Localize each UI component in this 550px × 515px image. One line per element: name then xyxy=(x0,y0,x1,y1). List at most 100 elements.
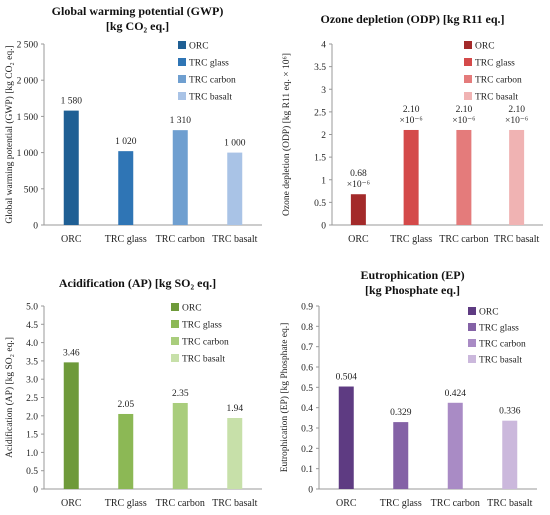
legend-swatch xyxy=(178,75,186,83)
x-tick-label: TRC carbon xyxy=(156,498,205,509)
bar-orc xyxy=(63,110,79,225)
chart-title-line1: Eutrophication (EP) xyxy=(360,268,465,282)
y-tick-label: 3 xyxy=(321,86,326,96)
data-label: ×10⁻⁶ xyxy=(400,116,423,126)
chart-odp: Ozone depletion (ODP) [kg R11 eq.] 0 0.5 1… xyxy=(275,0,550,255)
y-tick-label: 0 xyxy=(321,222,326,232)
y-tick-label: 0.6 xyxy=(301,364,313,374)
chart-title-line1: Acidification (AP) [kg SO₂ eq.] xyxy=(58,276,217,290)
x-tick-label: TRC basalt xyxy=(212,498,257,509)
y-axis-label: Acidification (AP) [kg SO₂ eq.] xyxy=(4,337,15,458)
y-tick-label: 2.5 xyxy=(26,394,38,404)
x-tick-label: ORC xyxy=(336,498,357,509)
data-label: 3.46 xyxy=(63,348,80,358)
chart-title: Global warming potential (GWP) [kg CO₂ e… xyxy=(0,4,275,34)
y-tick-label: 1.0 xyxy=(26,449,38,459)
legend-label: TRC glass xyxy=(479,324,519,334)
legend-label: ORC xyxy=(475,42,495,52)
data-label: 2.10 xyxy=(456,105,473,115)
legend-swatch xyxy=(464,92,472,100)
y-axis-label: Eutrophication (EP) [kg Phosphate eq.] xyxy=(279,323,290,473)
legend-swatch xyxy=(468,355,476,363)
data-label: 0.68 xyxy=(350,169,367,179)
chart-gwp: Global warming potential (GWP) [kg CO₂ e… xyxy=(0,0,275,255)
chart-title-line1: Global warming potential (GWP) xyxy=(51,4,224,18)
legend-label: TRC basalt xyxy=(189,93,232,103)
y-tick-label: 500 xyxy=(24,185,39,195)
legend-swatch xyxy=(468,339,476,347)
y-tick-label: 2.0 xyxy=(26,412,38,422)
x-tick-label: TRC basalt xyxy=(487,498,532,509)
legend-swatch xyxy=(178,41,186,49)
legend-swatch xyxy=(464,41,472,49)
data-label: 2.35 xyxy=(172,389,189,399)
y-tick-label: 0 xyxy=(308,486,313,496)
bar-orc xyxy=(338,386,354,489)
y-axis-label: Global warming potential (GWP) [kg CO₂ e… xyxy=(4,45,15,223)
legend-label: TRC carbon xyxy=(479,340,526,350)
data-label: 1.94 xyxy=(226,404,243,414)
y-tick-label: 1 000 xyxy=(17,149,39,159)
chart-title-line1: Ozone depletion (ODP) [kg R11 eq.] xyxy=(320,12,505,26)
x-tick-label: TRC carbon xyxy=(439,234,488,245)
y-tick-label: 3.5 xyxy=(26,357,38,367)
y-tick-label: 4.5 xyxy=(26,321,38,331)
bar-trc-carbon xyxy=(456,129,472,225)
x-tick-label: ORC xyxy=(348,234,369,245)
bar-trc-basalt xyxy=(227,417,243,489)
legend-label: TRC basalt xyxy=(182,355,225,365)
y-tick-label: 4.0 xyxy=(26,339,38,349)
legend-label: ORC xyxy=(189,42,209,52)
y-tick-label: 0.5 xyxy=(314,199,326,209)
legend-label: ORC xyxy=(182,304,202,314)
chart-svg: 0 0.1 0.2 0.3 0.4 0.5 0.6 0.7 0.8 0.9 Eutrophicati… xyxy=(279,303,537,509)
chart-ep: Eutrophication (EP) [kg Phosphate eq.] 0… xyxy=(275,262,550,515)
y-tick-label: 2 500 xyxy=(17,41,39,51)
x-tick-label: ORC xyxy=(61,234,82,245)
bar-trc-glass xyxy=(393,422,409,489)
legend-swatch xyxy=(171,337,179,345)
data-label: 1 580 xyxy=(61,97,83,107)
data-label: 1 310 xyxy=(170,116,192,126)
y-tick-label: 0.5 xyxy=(26,467,38,477)
legend-label: TRC glass xyxy=(475,59,515,69)
data-label: 0.424 xyxy=(445,389,467,399)
x-tick-label: TRC glass xyxy=(105,234,147,245)
data-label: 0.336 xyxy=(499,407,521,417)
y-tick-label: 0 xyxy=(33,486,38,496)
bar-orc xyxy=(63,362,79,489)
data-label: 1 000 xyxy=(224,139,246,149)
x-tick-label: TRC glass xyxy=(105,498,147,509)
bar-trc-glass xyxy=(403,129,419,225)
y-tick-label: 1.5 xyxy=(314,154,326,164)
y-tick-label: 5.0 xyxy=(26,303,38,313)
legend-label: TRC carbon xyxy=(182,338,229,348)
legend-swatch xyxy=(464,58,472,66)
chart-title: Acidification (AP) [kg SO₂ eq.] xyxy=(0,276,275,291)
y-tick-label: 1.5 xyxy=(26,431,38,441)
y-axis-label: Ozone depletion (ODP) [kg R11 eq. × 10⁶] xyxy=(281,53,292,216)
x-tick-label: TRC glass xyxy=(380,498,422,509)
y-tick-label: 3.0 xyxy=(26,376,38,386)
bar-trc-glass xyxy=(118,151,134,225)
y-tick-label: 4 xyxy=(321,41,326,51)
y-tick-label: 0.4 xyxy=(301,404,313,414)
y-tick-label: 0 xyxy=(33,222,38,232)
y-tick-label: 0.3 xyxy=(301,425,313,435)
data-label: ×10⁻⁶ xyxy=(452,116,475,126)
legend-swatch xyxy=(468,307,476,315)
chart-subtitle: [kg CO₂ eq.] xyxy=(105,19,170,33)
y-tick-label: 0.5 xyxy=(301,384,313,394)
chart-title: Ozone depletion (ODP) [kg R11 eq.] xyxy=(275,12,550,27)
data-label: ×10⁻⁶ xyxy=(347,180,370,190)
bar-trc-basalt xyxy=(502,420,518,489)
chart-svg: 0 0.5 1 1.5 2 2.5 3 3.5 4 Ozone depletion (ODP) [… xyxy=(281,41,543,245)
data-label: 0.504 xyxy=(336,373,358,383)
x-tick-label: TRC carbon xyxy=(156,234,205,245)
y-tick-label: 0.2 xyxy=(301,445,313,455)
y-tick-label: 2 000 xyxy=(17,77,39,87)
chart-subtitle: [kg Phosphate eq.] xyxy=(364,283,460,297)
data-label: 2.10 xyxy=(403,105,420,115)
bar-trc-basalt xyxy=(509,129,525,225)
y-tick-label: 0.8 xyxy=(301,323,313,333)
